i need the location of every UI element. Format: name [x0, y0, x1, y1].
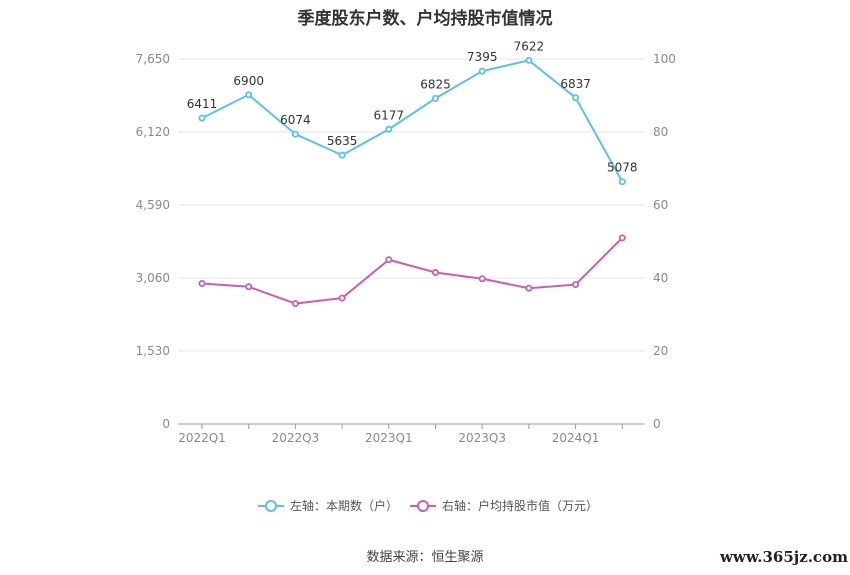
y-right-tick-label: 80 — [653, 125, 668, 139]
data-label: 6837 — [560, 77, 591, 91]
x-tick-label: 2022Q1 — [178, 431, 226, 445]
data-point[interactable] — [478, 275, 486, 283]
series: 6411 6900 6074 5635 6177 6825 7395 7622 6837 5078 — [187, 39, 638, 308]
source-note: 数据来源：恒生聚源 — [366, 550, 484, 565]
series-line-1 — [201, 237, 624, 305]
legend-label: 左轴：本期数（户） — [290, 498, 398, 513]
x-tick-label: 2022Q3 — [272, 431, 320, 445]
data-label: 6825 — [420, 77, 451, 91]
y-right-tick-label: 100 — [653, 52, 676, 66]
data-point[interactable] — [525, 56, 533, 64]
data-point[interactable] — [431, 94, 439, 102]
data-point[interactable] — [385, 256, 393, 264]
data-point[interactable] — [478, 67, 486, 75]
y-left-tick-label: 4,590 — [136, 198, 170, 212]
data-point[interactable] — [338, 151, 346, 159]
data-point[interactable] — [245, 91, 253, 99]
data-label: 6411 — [187, 97, 218, 111]
y-left-tick-label: 6,120 — [136, 125, 170, 139]
series-line-0 — [201, 59, 624, 183]
data-point[interactable] — [338, 294, 346, 302]
legend-item-1[interactable]: 右轴：户均持股市值（万元） — [410, 498, 598, 513]
watermark: www.365jz.com — [720, 548, 848, 566]
data-label: 7395 — [467, 50, 498, 64]
y-right-tick-label: 0 — [653, 417, 661, 431]
data-label: 7622 — [514, 39, 545, 53]
legend-label: 右轴：户均持股市值（万元） — [442, 498, 598, 513]
data-point[interactable] — [572, 281, 580, 289]
data-point[interactable] — [198, 114, 206, 122]
y-left-tick-label: 0 — [162, 417, 170, 431]
legend-marker — [417, 500, 429, 512]
data-label: 5078 — [607, 161, 638, 175]
y-right-tick-label: 60 — [653, 198, 668, 212]
axes: 0 0 1,530 20 3,060 40 4,590 60 6,120 80 7,650 100 20… — [136, 52, 676, 445]
chart-title: 季度股东户数、户均持股市值情况 — [297, 9, 553, 29]
data-point[interactable] — [385, 125, 393, 133]
gridlines — [178, 58, 645, 352]
legend-item-0[interactable]: 左轴：本期数（户） — [258, 498, 398, 513]
y-left-tick-label: 3,060 — [136, 271, 170, 285]
data-label: 6177 — [374, 108, 405, 122]
data-point[interactable] — [618, 178, 626, 186]
y-left-tick-label: 7,650 — [136, 52, 170, 66]
data-point[interactable] — [525, 284, 533, 292]
legend-marker — [265, 500, 277, 512]
data-point[interactable] — [291, 130, 299, 138]
data-point[interactable] — [572, 94, 580, 102]
data-point[interactable] — [618, 234, 626, 242]
y-right-tick-label: 40 — [653, 271, 668, 285]
x-tick-label: 2023Q3 — [458, 431, 506, 445]
data-point[interactable] — [245, 283, 253, 291]
data-point[interactable] — [431, 269, 439, 277]
legend[interactable]: 左轴：本期数（户） 右轴：户均持股市值（万元） — [258, 498, 598, 513]
y-left-tick-label: 1,530 — [136, 344, 170, 358]
x-tick-label: 2024Q1 — [552, 431, 600, 445]
data-label: 6900 — [233, 74, 264, 88]
data-point[interactable] — [198, 279, 206, 287]
data-label: 5635 — [327, 134, 358, 148]
data-point[interactable] — [291, 300, 299, 308]
y-right-tick-label: 20 — [653, 344, 668, 358]
x-tick-label: 2023Q1 — [365, 431, 413, 445]
data-label: 6074 — [280, 113, 311, 127]
